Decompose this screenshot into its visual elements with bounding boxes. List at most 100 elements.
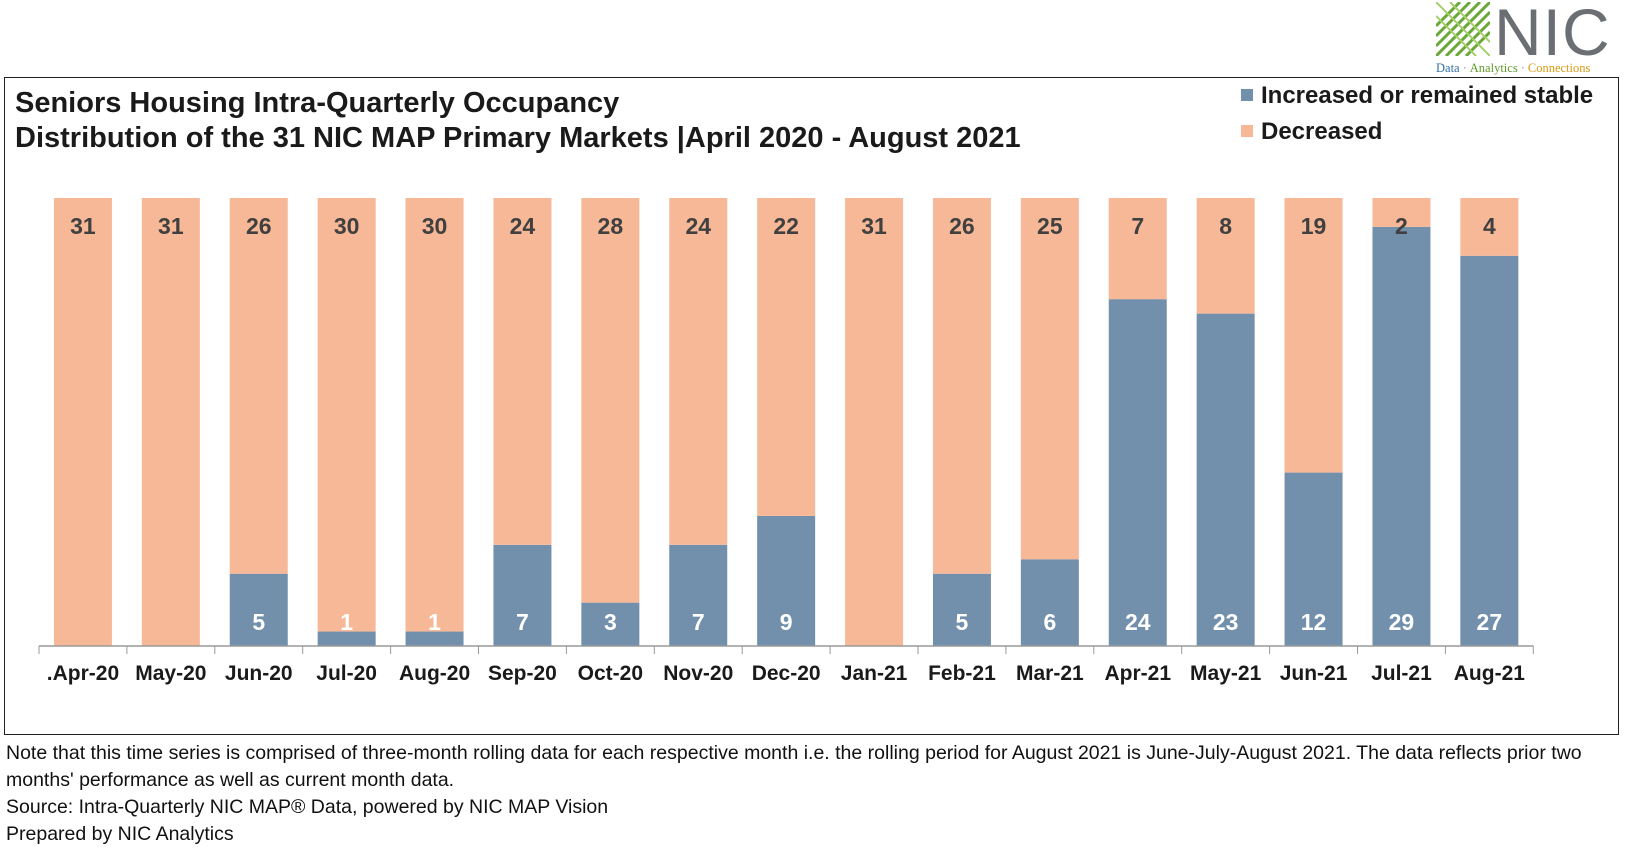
data-label-increased: 9 xyxy=(780,609,793,635)
chart-frame: Seniors Housing Intra-Quarterly Occupanc… xyxy=(4,77,1619,735)
x-tick-label: May-21 xyxy=(1190,662,1262,685)
logo-wordmark: NIC xyxy=(1494,0,1611,69)
data-label-decreased: 24 xyxy=(510,213,536,239)
legend-swatch-decreased xyxy=(1241,125,1253,137)
chart-notes: Note that this time series is comprised … xyxy=(6,740,1618,848)
bar-increased xyxy=(932,573,991,646)
bar-decreased xyxy=(669,198,728,545)
bar-increased xyxy=(1108,299,1167,646)
x-tick-label: Aug-20 xyxy=(399,662,470,685)
bar-increased xyxy=(405,631,464,646)
x-tick-label: Sep-20 xyxy=(488,662,557,685)
data-label-increased: 24 xyxy=(1125,609,1151,635)
bar-increased xyxy=(1020,559,1079,646)
bar-increased xyxy=(493,544,552,646)
data-label-increased: 1 xyxy=(428,609,441,635)
bar-decreased xyxy=(581,198,640,603)
x-tick-label: Nov-20 xyxy=(663,662,733,685)
data-label-decreased: 8 xyxy=(1219,213,1232,239)
bar-decreased xyxy=(229,198,288,574)
legend-item-increased: Increased or remained stable xyxy=(1241,82,1593,110)
x-tick-label: Feb-21 xyxy=(928,662,996,685)
source-text: Source: Intra-Quarterly NIC MAP® Data, p… xyxy=(6,796,609,818)
bar-increased xyxy=(1372,226,1431,646)
bar-increased xyxy=(669,544,728,646)
bar-chart-plot: 31.Apr-2031May-20265Jun-20301Jul-20301Au… xyxy=(38,198,1534,685)
bar-decreased xyxy=(53,198,112,646)
data-label-decreased: 26 xyxy=(949,213,975,239)
bar-decreased xyxy=(932,198,991,574)
x-tick-label: Apr-21 xyxy=(1104,662,1171,685)
legend-swatch-increased xyxy=(1241,89,1253,101)
data-label-increased: 1 xyxy=(340,609,353,635)
x-tick-label: Jul-21 xyxy=(1371,662,1432,685)
bar-increased xyxy=(229,573,288,646)
data-label-decreased: 28 xyxy=(598,213,624,239)
data-label-decreased: 24 xyxy=(685,213,711,239)
x-tick-label: Mar-21 xyxy=(1016,662,1084,685)
x-tick-label: Oct-20 xyxy=(578,662,643,685)
bar-increased xyxy=(581,602,640,646)
bar-decreased xyxy=(493,198,552,545)
bar-decreased xyxy=(1108,198,1167,300)
data-label-decreased: 30 xyxy=(334,213,360,239)
data-label-decreased: 2 xyxy=(1395,213,1408,239)
legend-label-decreased: Decreased xyxy=(1261,118,1383,145)
data-label-decreased: 31 xyxy=(70,213,96,239)
data-label-increased: 7 xyxy=(692,609,705,635)
logo-tagline: Data · Analytics · Connections xyxy=(1436,61,1591,75)
data-label-increased: 12 xyxy=(1301,609,1327,635)
data-label-decreased: 19 xyxy=(1301,213,1327,239)
bar-decreased xyxy=(317,198,376,632)
chart-subtitle: Distribution of the 31 NIC MAP Primary M… xyxy=(15,122,1021,154)
data-label-increased: 5 xyxy=(956,609,969,635)
data-label-decreased: 26 xyxy=(246,213,272,239)
bar-decreased xyxy=(757,198,816,516)
nic-logo: NIC Data · Analytics · Connections xyxy=(1436,0,1626,78)
note-text: Note that this time series is comprised … xyxy=(6,742,1582,791)
bar-decreased xyxy=(141,198,200,646)
bar-decreased xyxy=(1460,198,1519,256)
data-label-increased: 3 xyxy=(604,609,617,635)
chart-title: Seniors Housing Intra-Quarterly Occupanc… xyxy=(15,87,620,119)
bar-decreased xyxy=(405,198,464,632)
x-tick-label: Jan-21 xyxy=(841,662,908,685)
data-label-decreased: 4 xyxy=(1483,213,1496,239)
data-label-decreased: 25 xyxy=(1037,213,1063,239)
bar-decreased xyxy=(1284,198,1343,473)
x-tick-label: Jul-20 xyxy=(316,662,377,685)
data-label-increased: 29 xyxy=(1389,609,1415,635)
data-label-decreased: 7 xyxy=(1131,213,1144,239)
bar-increased xyxy=(1460,255,1519,646)
x-tick-label: May-20 xyxy=(135,662,206,685)
data-label-increased: 6 xyxy=(1043,609,1056,635)
bar-decreased xyxy=(1196,198,1255,314)
bar-increased xyxy=(757,515,816,646)
x-tick-label: Jun-21 xyxy=(1280,662,1348,685)
data-label-increased: 5 xyxy=(252,609,265,635)
x-tick-label: Aug-21 xyxy=(1454,662,1525,685)
legend-item-decreased: Decreased xyxy=(1241,118,1382,146)
tagline-connections: Connections xyxy=(1527,61,1591,75)
x-tick-label: Dec-20 xyxy=(752,662,821,685)
data-label-decreased: 31 xyxy=(861,213,887,239)
bar-decreased xyxy=(845,198,904,646)
bar-decreased xyxy=(1372,198,1431,227)
bar-increased xyxy=(1284,472,1343,646)
data-label-decreased: 31 xyxy=(158,213,184,239)
bar-increased xyxy=(1196,313,1255,646)
data-label-decreased: 30 xyxy=(422,213,448,239)
bar-decreased xyxy=(1020,198,1079,560)
nic-logo-mark-icon xyxy=(1436,2,1490,56)
tagline-analytics: Analytics xyxy=(1469,61,1518,75)
data-label-increased: 27 xyxy=(1477,609,1503,635)
x-tick-label: .Apr-20 xyxy=(47,662,119,685)
legend-label-increased: Increased or remained stable xyxy=(1261,82,1594,109)
x-tick-label: Jun-20 xyxy=(225,662,293,685)
data-label-decreased: 22 xyxy=(773,213,799,239)
tagline-data: Data xyxy=(1436,61,1460,75)
bar-increased xyxy=(317,631,376,646)
data-label-increased: 23 xyxy=(1213,609,1239,635)
prepared-by-text: Prepared by NIC Analytics xyxy=(6,823,234,845)
data-label-increased: 7 xyxy=(516,609,529,635)
